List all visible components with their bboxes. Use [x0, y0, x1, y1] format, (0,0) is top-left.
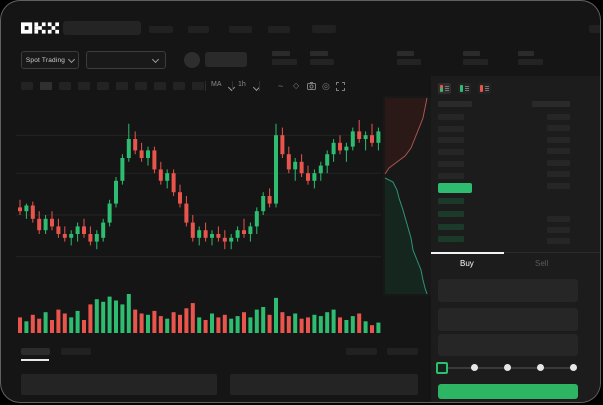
orderbook-bid-price[interactable]	[438, 224, 464, 230]
orderbook-ask-amount[interactable]	[547, 114, 570, 120]
nav-item[interactable]	[188, 26, 209, 33]
bottom-action[interactable]	[387, 348, 418, 355]
orderbook-ask-price[interactable]	[438, 173, 464, 179]
camera-icon[interactable]	[307, 82, 316, 90]
target-icon[interactable]: ◎	[322, 81, 330, 91]
orderbook-bid-amount[interactable]	[547, 216, 570, 222]
orderbook-ask-price[interactable]	[438, 126, 464, 132]
timeframe-button[interactable]	[97, 82, 109, 90]
bottom-tab[interactable]	[61, 348, 91, 355]
bids-book-icon[interactable]	[458, 83, 471, 94]
bottom-panel-left[interactable]	[21, 374, 217, 395]
orderbook-ask-amount[interactable]	[547, 160, 570, 166]
timeframe-button[interactable]	[154, 82, 166, 90]
orderbook-ask-amount[interactable]	[547, 148, 570, 154]
orderbook-ask-amount[interactable]	[547, 125, 570, 131]
orderbook-ask-price[interactable]	[438, 149, 464, 155]
pair-selector-dropdown[interactable]	[86, 51, 166, 69]
slider-stop-100[interactable]	[570, 364, 577, 371]
tab-buy[interactable]: Buy	[460, 259, 474, 268]
buy-tab-underline	[431, 252, 504, 254]
orderbook-ask-amount[interactable]	[547, 171, 570, 177]
timeframe-button[interactable]	[173, 82, 185, 90]
slider-stop-50[interactable]	[504, 364, 511, 371]
orderbook-ask-amount[interactable]	[547, 183, 570, 189]
last-price-badge	[438, 183, 472, 193]
pair-name-placeholder	[205, 52, 247, 67]
asks-book-icon[interactable]	[478, 83, 491, 94]
orderbook-bid-price[interactable]	[438, 198, 464, 204]
slider-stop-75[interactable]	[537, 364, 544, 371]
orderbook-bid-amount[interactable]	[547, 238, 570, 244]
bottom-tab-underline	[21, 359, 49, 361]
indicator-dropdown[interactable]: MA	[211, 81, 222, 88]
combined-book-icon[interactable]	[438, 83, 451, 94]
ticker-stat	[272, 51, 298, 65]
okx-logo	[21, 22, 59, 34]
ticker-stat	[397, 51, 423, 65]
search-input[interactable]	[63, 21, 141, 35]
volume-chart	[16, 293, 381, 333]
timeframe-button[interactable]	[59, 82, 71, 90]
orderbook-bid-price[interactable]	[438, 236, 464, 242]
total-input[interactable]	[438, 334, 578, 356]
orderbook-ask-amount[interactable]	[547, 137, 570, 143]
orderbook-ask-price[interactable]	[438, 161, 464, 167]
chevron-down-icon	[151, 55, 160, 63]
chevron-down-icon	[68, 55, 76, 63]
slider-handle-0[interactable]	[436, 362, 448, 374]
buy-button[interactable]	[438, 384, 578, 399]
ticker-stat	[463, 51, 489, 65]
nav-item[interactable]	[268, 26, 290, 33]
orderbook-ask-price[interactable]	[438, 137, 464, 143]
bottom-tab-active[interactable]	[21, 348, 50, 355]
timeframe-button[interactable]	[40, 82, 52, 90]
amount-input[interactable]	[438, 308, 578, 331]
ticker-stat	[310, 51, 336, 65]
divider	[431, 252, 600, 253]
eraser-icon[interactable]: ◇	[293, 81, 300, 90]
orderbook-bid-price[interactable]	[438, 211, 464, 217]
market-type-dropdown[interactable]: Spot Trading	[21, 51, 79, 69]
wave-icon[interactable]: ~	[278, 81, 284, 91]
interval-dropdown[interactable]: 1h	[238, 81, 246, 88]
candlestick-chart[interactable]	[16, 96, 381, 296]
orderbook-ask-price[interactable]	[438, 114, 464, 120]
nav-item[interactable]	[312, 25, 336, 33]
orderbook-bid-amount[interactable]	[547, 227, 570, 233]
pair-logo-icon	[184, 52, 200, 68]
timeframe-button[interactable]	[116, 82, 128, 90]
bottom-action[interactable]	[346, 348, 377, 355]
depth-chart	[383, 96, 431, 296]
orderbook-panel: Buy Sell	[431, 76, 600, 402]
nav-item[interactable]	[149, 26, 173, 33]
bottom-panel-right[interactable]	[230, 374, 418, 395]
slider-stop-25[interactable]	[471, 364, 478, 371]
tab-sell[interactable]: Sell	[535, 259, 549, 268]
timeframe-button[interactable]	[21, 82, 33, 90]
timeframe-button[interactable]	[78, 82, 90, 90]
price-input[interactable]	[438, 279, 578, 302]
orderbook-header-amount	[532, 101, 570, 107]
nav-item[interactable]	[589, 25, 600, 33]
market-type-label: Spot Trading	[25, 56, 66, 64]
orderbook-header-price	[438, 101, 472, 107]
nav-item[interactable]	[229, 26, 252, 33]
timeframe-button[interactable]	[135, 82, 147, 90]
ticker-stat	[518, 51, 544, 65]
timeframe-button[interactable]	[192, 82, 204, 90]
expand-icon[interactable]	[336, 82, 345, 91]
